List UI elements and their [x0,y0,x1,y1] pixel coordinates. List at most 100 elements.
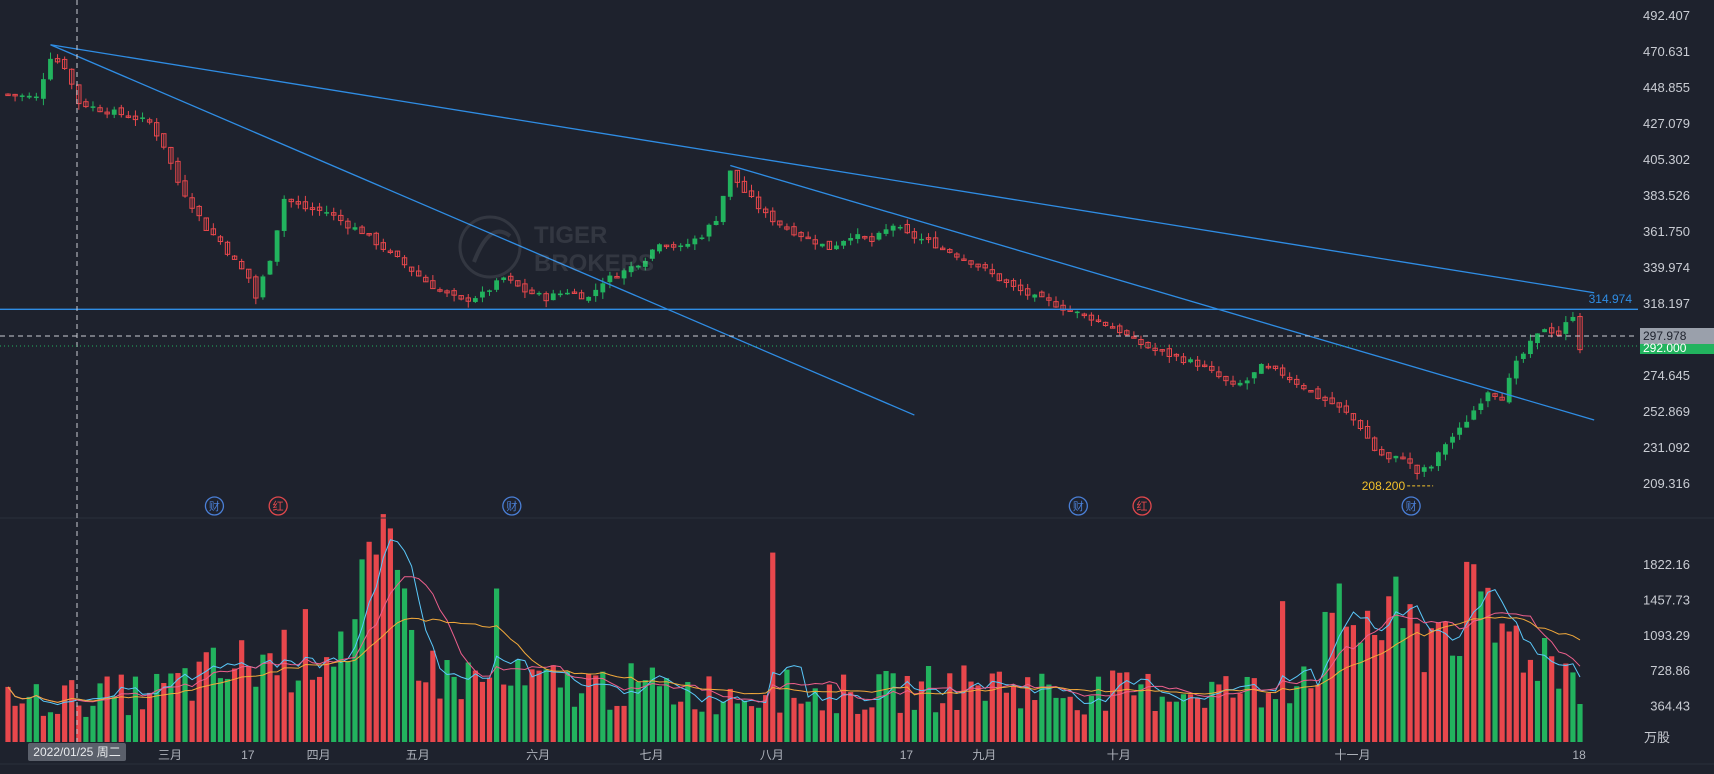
volume-bar [302,609,309,742]
candle [458,295,464,301]
candle [989,263,995,278]
candle [437,287,443,293]
candle [1223,375,1229,386]
candle [1131,331,1137,339]
candle [1237,379,1243,387]
volume-bar [331,666,337,742]
candle [168,146,174,170]
candle [1478,398,1484,415]
trendline-group[interactable] [0,44,1638,421]
candle [1258,363,1264,374]
earnings-marker[interactable]: 财 [1068,496,1088,516]
volume-tick-label: 1457.73 [1643,592,1690,607]
candle [1450,432,1455,449]
candle [685,238,691,249]
volume-bar [401,588,408,742]
candle [1506,373,1512,404]
price-tick-label: 231.092 [1643,440,1690,455]
candle [451,288,457,302]
volume-bar [90,705,96,742]
candle [309,202,316,216]
volume-bar [83,716,89,742]
volume-bar [260,654,266,742]
volume-bar [1152,710,1158,742]
time-tick-label: 六月 [526,748,550,762]
volume-bar [989,673,995,742]
candle [762,206,769,218]
volume-bar [444,660,450,742]
crosshair-price-tag: 297.978 [1640,328,1714,344]
volume-bar [69,680,75,742]
volume-bar [1237,693,1243,742]
dividend-marker[interactable]: 红 [268,496,288,516]
period-low-label: 208.200 [1362,479,1434,493]
candle [741,176,748,193]
volume-tick-label: 1093.29 [1643,628,1690,643]
volume-bar [1414,623,1420,742]
volume-bar [890,673,896,742]
volume-bar [1230,697,1236,742]
watermark-text: BROKERS [534,250,654,277]
volume-bar [784,669,790,742]
candle [869,232,875,247]
volume-bar [522,685,528,742]
candle [982,261,988,272]
candle [12,93,18,102]
volume-bar [76,705,82,742]
candle [104,107,110,119]
volume-bar [394,569,401,742]
candle [1202,360,1208,368]
volume-bar [104,676,110,742]
volume-bar [1386,596,1392,742]
volume-bar [1372,634,1378,742]
volume-bar [1421,672,1427,742]
candle [1485,390,1491,408]
candle [720,195,726,226]
earnings-marker[interactable]: 财 [204,496,225,516]
volume-bar [1343,626,1349,742]
candle [238,258,245,270]
volume-bar [925,666,932,742]
crosshair-date-text: 2022/01/25 周二 [33,745,120,759]
volume-bar [819,710,825,742]
volume-bar [458,699,464,742]
diagonal-trendline-1[interactable] [50,44,1595,294]
dividend-marker[interactable]: 红 [1132,496,1152,516]
candle [1117,323,1123,336]
candle [529,287,535,295]
candle [607,271,613,289]
time-tick-label: 九月 [972,748,996,762]
earnings-marker[interactable]: 财 [502,496,522,516]
volume-bar [203,652,209,742]
volume-bar [1478,591,1484,742]
volume-moving-averages [7,539,1581,706]
candle [83,98,89,109]
volume-bar [557,687,563,742]
candle [1024,283,1031,300]
volume-bar [1279,601,1286,742]
volume-unit-label: 万股 [1644,730,1670,745]
candle [33,92,39,101]
candle [557,290,563,298]
volume-bar [1308,688,1314,742]
volume-bar [649,667,655,742]
candle [1152,342,1158,356]
volume-bar [1541,637,1548,742]
candle [1393,455,1399,463]
candle [1421,464,1427,478]
volume-bar [904,675,910,742]
diagonal-trendline-0[interactable] [50,44,915,416]
volume-bar [536,670,542,742]
volume-bar [897,712,903,742]
volume-bar [614,705,620,742]
earnings-marker[interactable]: 财 [1401,496,1421,516]
event-markers[interactable]: 财红财财红财 [204,496,1421,516]
candle [819,243,825,248]
diagonal-trendline-2[interactable] [730,164,1595,421]
candle [1109,322,1116,329]
candle [1336,402,1342,413]
volume-bar [1549,656,1555,742]
volume-bar [1464,561,1470,742]
